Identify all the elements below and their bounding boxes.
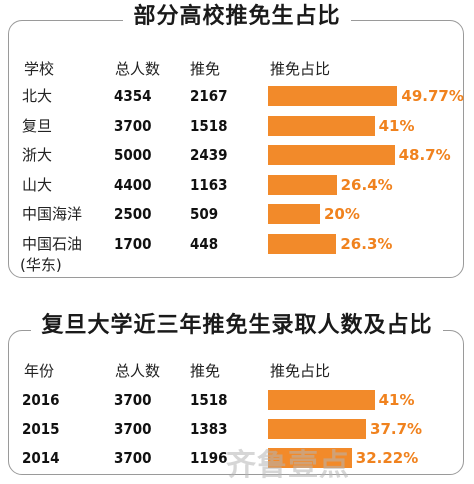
header-year: 年份 [24, 362, 55, 380]
year-label: 2014 [22, 449, 60, 467]
ratio-label: 32.22% [355, 449, 419, 467]
school-label: 中国石油 [22, 234, 83, 253]
ratio-bar [268, 174, 337, 195]
header-recommended-2: 推免 [190, 362, 221, 380]
school-row: 北大 4354 2167 49.77% [0, 84, 474, 108]
school-ratio-title: 部分高校推免生占比 [0, 4, 474, 30]
recommended-value: 509 [190, 205, 219, 223]
school-label: 复旦 [22, 116, 53, 135]
ratio-label: 37.7% [370, 420, 423, 438]
total-value: 3700 [114, 420, 152, 438]
school-label: 浙大 [22, 146, 53, 164]
recommended-value: 448 [190, 234, 219, 253]
school-label: 山大 [22, 175, 53, 194]
fudan-years-title: 复旦大学近三年推免生录取人数及占比 [0, 313, 474, 339]
header-school: 学校 [24, 60, 55, 78]
year-row: 2016 3700 1518 41% [0, 388, 474, 412]
year-label: 2015 [22, 420, 60, 438]
ratio-bar [268, 419, 367, 439]
year-label: 2016 [22, 391, 60, 409]
ratio-label: 49.77% [401, 87, 464, 105]
total-value: 3700 [114, 116, 152, 135]
recommended-value: 2439 [190, 146, 228, 164]
watermark-logo: 齐鲁壹点 [226, 448, 350, 483]
header-recommended: 推免 [190, 60, 221, 78]
ratio-bar [268, 86, 398, 106]
school-row: 山大 4400 1163 26.4% [0, 173, 474, 197]
ratio-bar [268, 233, 337, 254]
total-value: 2500 [114, 205, 152, 223]
school-label: 北大 [22, 87, 53, 105]
ratio-bar [268, 390, 375, 410]
total-value: 5000 [114, 146, 152, 164]
total-value: 4354 [114, 87, 152, 105]
total-value: 3700 [114, 391, 152, 409]
recommended-value: 1518 [190, 391, 228, 409]
header-total: 总人数 [115, 60, 161, 78]
ratio-label: 20% [324, 205, 360, 223]
school-sublabel: (华东) [20, 255, 62, 274]
school-row: 中国海洋 2500 509 20% [0, 202, 474, 226]
recommended-value: 1518 [190, 116, 228, 135]
school-row: 复旦 3700 1518 41% [0, 114, 474, 138]
recommended-value: 1383 [190, 420, 228, 438]
year-row: 2015 3700 1383 37.7% [0, 417, 474, 441]
recommended-value: 2167 [190, 87, 228, 105]
header-total-2: 总人数 [115, 362, 161, 380]
ratio-label: 26.3% [340, 234, 393, 253]
header-ratio: 推免占比 [270, 60, 331, 78]
total-value: 1700 [114, 234, 152, 253]
school-label: 中国海洋 [22, 205, 83, 223]
ratio-label: 26.4% [340, 175, 393, 194]
ratio-bar [268, 115, 375, 136]
ratio-label: 41% [378, 391, 415, 409]
ratio-label: 41% [378, 116, 415, 135]
recommended-value: 1196 [190, 449, 228, 467]
total-value: 4400 [114, 175, 152, 194]
ratio-bar [268, 448, 352, 468]
ratio-label: 48.7% [398, 146, 451, 164]
school-row: 中国石油 1700 448 26.3% [0, 232, 474, 256]
ratio-bar [268, 204, 320, 224]
header-ratio-2: 推免占比 [270, 362, 331, 380]
recommended-value: 1163 [190, 175, 228, 194]
school-row: 浙大 5000 2439 48.7% [0, 143, 474, 167]
total-value: 3700 [114, 449, 152, 467]
year-row: 2014 3700 1196 32.22% [0, 446, 474, 470]
ratio-bar [268, 145, 395, 165]
